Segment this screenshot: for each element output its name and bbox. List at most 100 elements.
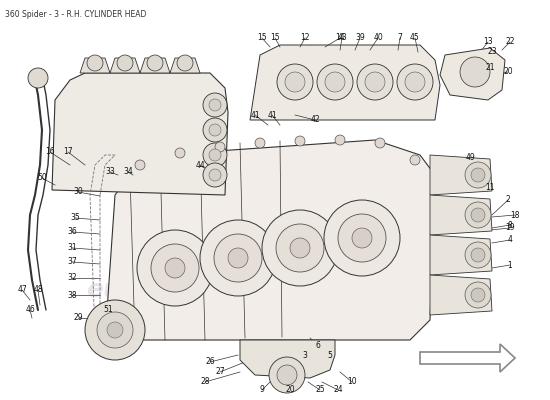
Circle shape — [269, 357, 305, 393]
Circle shape — [203, 93, 227, 117]
Text: 48: 48 — [33, 286, 43, 294]
Text: 51: 51 — [103, 306, 113, 314]
Circle shape — [295, 136, 305, 146]
Circle shape — [290, 238, 310, 258]
Circle shape — [465, 162, 491, 188]
Circle shape — [471, 168, 485, 182]
Circle shape — [137, 230, 213, 306]
Circle shape — [465, 282, 491, 308]
Text: 47: 47 — [17, 286, 27, 294]
Text: 17: 17 — [63, 148, 73, 156]
Circle shape — [165, 258, 185, 278]
Text: 15: 15 — [257, 34, 267, 42]
Text: 19: 19 — [505, 224, 515, 232]
Circle shape — [228, 248, 248, 268]
Text: 50: 50 — [37, 174, 47, 182]
Polygon shape — [240, 340, 335, 378]
Polygon shape — [430, 195, 492, 235]
Text: 9: 9 — [260, 386, 265, 394]
Circle shape — [200, 220, 276, 296]
Circle shape — [262, 210, 338, 286]
Polygon shape — [140, 58, 170, 73]
Circle shape — [209, 169, 221, 181]
Text: 6: 6 — [316, 340, 321, 350]
Circle shape — [203, 163, 227, 187]
Text: 8: 8 — [508, 220, 513, 230]
Circle shape — [285, 72, 305, 92]
Text: 31: 31 — [67, 244, 77, 252]
Text: europarts: europarts — [86, 278, 224, 302]
Circle shape — [410, 155, 420, 165]
Text: 49: 49 — [465, 154, 475, 162]
Circle shape — [375, 138, 385, 148]
Circle shape — [317, 64, 353, 100]
Circle shape — [277, 365, 297, 385]
Text: 3: 3 — [302, 350, 307, 360]
Circle shape — [209, 124, 221, 136]
Circle shape — [460, 57, 490, 87]
Circle shape — [203, 118, 227, 142]
Text: 41: 41 — [267, 110, 277, 120]
Text: 7: 7 — [398, 34, 403, 42]
Text: 32: 32 — [67, 274, 77, 282]
Polygon shape — [52, 73, 228, 195]
Text: 1: 1 — [508, 260, 513, 270]
Circle shape — [85, 300, 145, 360]
Text: 14: 14 — [335, 34, 345, 42]
Polygon shape — [430, 275, 492, 315]
Text: 25: 25 — [315, 386, 325, 394]
Polygon shape — [105, 140, 435, 340]
Text: 30: 30 — [73, 188, 83, 196]
Circle shape — [87, 55, 103, 71]
Circle shape — [209, 149, 221, 161]
Polygon shape — [170, 58, 200, 73]
Text: 27: 27 — [215, 368, 225, 376]
Text: 16: 16 — [45, 148, 55, 156]
Circle shape — [335, 135, 345, 145]
Circle shape — [325, 72, 345, 92]
Circle shape — [397, 64, 433, 100]
Text: 42: 42 — [310, 116, 320, 124]
Text: 24: 24 — [333, 386, 343, 394]
Text: 23: 23 — [487, 48, 497, 56]
Text: 13: 13 — [483, 38, 493, 46]
Text: 28: 28 — [200, 378, 210, 386]
Circle shape — [471, 248, 485, 262]
Circle shape — [276, 224, 324, 272]
Circle shape — [324, 200, 400, 276]
Circle shape — [97, 312, 133, 348]
Text: 39: 39 — [355, 34, 365, 42]
Circle shape — [405, 72, 425, 92]
Text: 15: 15 — [270, 34, 280, 42]
Circle shape — [338, 214, 386, 262]
Polygon shape — [250, 45, 440, 120]
Text: 36: 36 — [67, 228, 77, 236]
Polygon shape — [80, 58, 110, 73]
Text: 43: 43 — [337, 34, 347, 42]
Circle shape — [365, 72, 385, 92]
Circle shape — [255, 138, 265, 148]
Polygon shape — [110, 58, 140, 73]
Circle shape — [209, 99, 221, 111]
Text: 33: 33 — [105, 168, 115, 176]
Text: 38: 38 — [67, 290, 77, 300]
Circle shape — [175, 148, 185, 158]
Text: 18: 18 — [510, 210, 520, 220]
Circle shape — [465, 202, 491, 228]
Text: 21: 21 — [485, 64, 495, 72]
Text: 12: 12 — [300, 34, 310, 42]
Circle shape — [471, 288, 485, 302]
Text: 2: 2 — [505, 196, 510, 204]
Text: 44: 44 — [195, 160, 205, 170]
Circle shape — [117, 55, 133, 71]
Text: 37: 37 — [67, 258, 77, 266]
Circle shape — [135, 160, 145, 170]
Circle shape — [471, 208, 485, 222]
Circle shape — [28, 68, 48, 88]
Text: 45: 45 — [410, 34, 420, 42]
Circle shape — [352, 228, 372, 248]
Text: 26: 26 — [205, 358, 215, 366]
Text: 35: 35 — [70, 214, 80, 222]
Circle shape — [215, 142, 225, 152]
Text: 11: 11 — [485, 184, 495, 192]
